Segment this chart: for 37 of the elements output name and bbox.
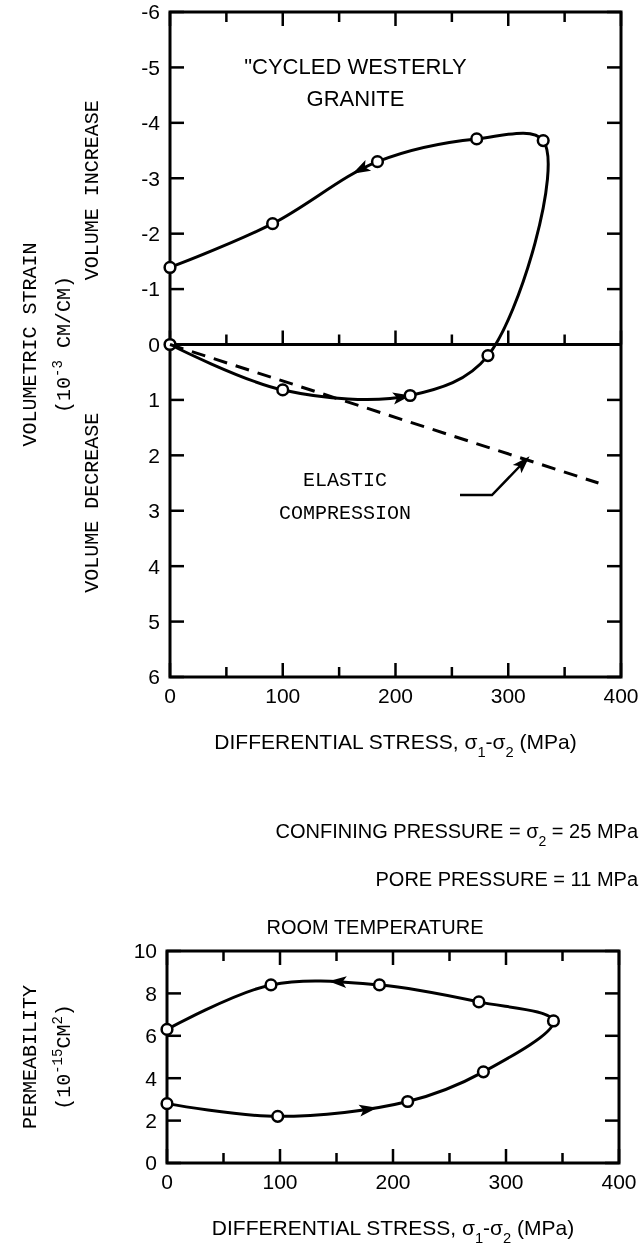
x-axis-title: DIFFERENTIAL STRESS, σ$_{1}$-σ$_{2}$ (MPa) — [211, 1216, 575, 1246]
y-tick-label: -2 — [141, 222, 160, 246]
y-tick-label: 6 — [145, 1024, 157, 1048]
text: CONFINING PRESSURE = σ$_{2}$ = 25 MPa — [275, 820, 639, 849]
y-tick-label: -3 — [141, 166, 160, 190]
y-tick-label: -1 — [141, 277, 160, 301]
y-tick-label: 3 — [148, 499, 160, 523]
y-tick-label: 4 — [145, 1066, 158, 1090]
y-tick-label: 1 — [148, 388, 160, 412]
y-tick-label: -6 — [141, 0, 160, 24]
x-axis-title: DIFFERENTIAL STRESS, σ$_{1}$-σ$_{2}$ (MPa) — [214, 730, 577, 760]
x-tick-label: 200 — [377, 684, 414, 707]
y-tick-label: 6 — [148, 665, 160, 689]
text: VOLUME INCREASE — [81, 100, 104, 281]
x-tick-label: 100 — [265, 684, 301, 707]
x-tick-label: 200 — [375, 1170, 411, 1193]
text: PORE PRESSURE = 11 MPa — [375, 868, 639, 890]
x-tick-label: 0 — [164, 684, 176, 707]
y-tick-label: 2 — [148, 443, 160, 467]
y-tick-label: -5 — [141, 55, 160, 79]
y-tick-label: 4 — [148, 554, 161, 578]
x-tick-label: 100 — [262, 1170, 298, 1193]
x-tick-label: 300 — [488, 1170, 524, 1193]
annotation: ELASTIC COMPRESSION — [278, 469, 412, 525]
y-tick-label: -4 — [141, 111, 161, 135]
y-tick-label: 0 — [145, 1151, 157, 1175]
x-tick-label: 300 — [490, 684, 526, 707]
y-tick-label: 10 — [133, 939, 157, 963]
x-tick-label: 400 — [601, 1170, 637, 1193]
y-tick-label: 0 — [148, 332, 160, 356]
y-tick-label: 2 — [145, 1108, 157, 1132]
y-tick-label: 5 — [148, 609, 160, 633]
text: VOLUME DECREASE — [81, 412, 104, 593]
text: "CYCLED WESTERLY GRANITE — [244, 54, 468, 111]
y-tick-label: 8 — [145, 981, 157, 1005]
x-tick-label: 400 — [603, 684, 639, 707]
text: ROOM TEMPERATURE — [266, 916, 484, 938]
